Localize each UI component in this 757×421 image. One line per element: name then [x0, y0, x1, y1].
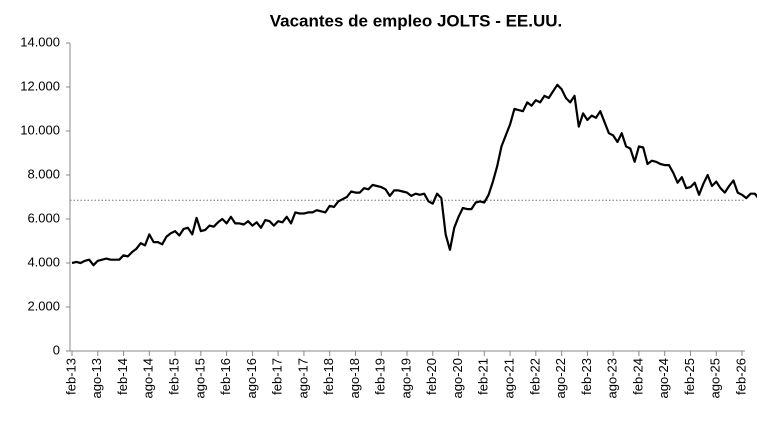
line	[71, 83, 757, 267]
y-tick-label: 4.000	[27, 254, 60, 269]
x-tick-label: feb-14	[115, 358, 130, 395]
x-tick-label: feb-19	[373, 358, 388, 395]
x-tick-label: feb-21	[476, 358, 491, 395]
x-tick-label: ago-23	[605, 358, 620, 398]
x-tick-label: feb-23	[579, 358, 594, 395]
x-tick-label: ago-15	[192, 358, 207, 398]
x-tick-label: ago-20	[450, 358, 465, 398]
x-tick-label: ago-25	[708, 358, 723, 398]
y-tick-label: 14.000	[20, 34, 60, 49]
x-tick-label: feb-20	[424, 358, 439, 395]
x-tick-label: feb-25	[682, 358, 697, 395]
y-tick-label: 10.000	[20, 122, 60, 137]
x-tick-label: ago-21	[502, 358, 517, 398]
x-tick-label: ago-22	[553, 358, 568, 398]
x-tick-label: ago-14	[141, 358, 156, 398]
x-tick-label: ago-24	[656, 358, 671, 398]
x-tick-label: feb-18	[321, 358, 336, 395]
x-tick-label: ago-17	[295, 358, 310, 398]
x-tick-label: ago-13	[89, 358, 104, 398]
y-tick-label: 2.000	[27, 298, 60, 313]
x-tick-label: feb-17	[270, 358, 285, 395]
y-tick-label: 6.000	[27, 210, 60, 225]
y-tick-label: 0	[53, 342, 60, 357]
x-tick-label: feb-16	[218, 358, 233, 395]
x-tick-label: feb-26	[733, 358, 748, 395]
x-tick-label: feb-13	[63, 358, 78, 395]
x-tick-label: ago-16	[244, 358, 259, 398]
x-tick-label: feb-15	[167, 358, 182, 395]
x-tick-label: ago-18	[347, 358, 362, 398]
x-tick-label: feb-22	[527, 358, 542, 395]
x-tick-label: feb-24	[630, 358, 645, 395]
y-tick-label: 8.000	[27, 166, 60, 181]
y-tick-label: 12.000	[20, 78, 60, 93]
chart-title: Vacantes de empleo JOLTS - EE.UU.	[270, 11, 563, 30]
x-tick-label: ago-19	[398, 358, 413, 398]
